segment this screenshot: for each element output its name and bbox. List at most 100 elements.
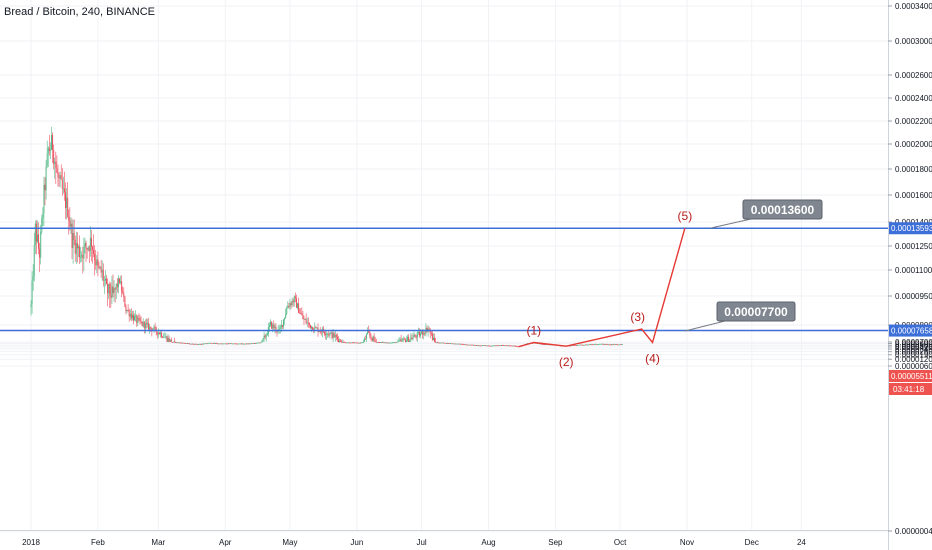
candle-body — [274, 326, 276, 329]
candle-body — [579, 344, 581, 346]
candle-body — [591, 344, 593, 346]
candle-body — [264, 335, 266, 338]
candle-body — [571, 345, 573, 347]
candle-body — [53, 149, 55, 164]
candle-body — [295, 298, 297, 308]
price-tags: 0.00013593 0.00007658 0.00005511 03:41:18 — [889, 222, 932, 395]
candle-body — [107, 283, 109, 294]
candle-body — [84, 242, 86, 247]
candle-body — [500, 345, 502, 346]
countdown-label: 03:41:18 — [893, 385, 925, 394]
candle-body — [513, 345, 515, 347]
candle-body — [229, 343, 231, 345]
candle-body — [245, 343, 247, 345]
candle-body — [539, 343, 541, 345]
candle-body — [584, 344, 586, 346]
candle-body — [605, 344, 607, 345]
candle-body — [124, 296, 126, 307]
candle-body — [300, 313, 302, 314]
candle-body — [620, 344, 622, 345]
candle-body — [339, 340, 341, 343]
candle-body — [602, 343, 604, 345]
candle-body — [199, 344, 201, 345]
candle-body — [469, 344, 471, 346]
candle-body — [327, 333, 329, 335]
candle-body — [104, 278, 106, 281]
callout-label: 0.00013600 — [751, 203, 815, 217]
candle-body — [369, 332, 371, 336]
candle-body — [341, 342, 343, 343]
candle-body — [69, 220, 71, 227]
candle-body — [81, 254, 83, 258]
candle-body — [431, 333, 433, 340]
candle-body — [309, 324, 311, 329]
candle-body — [58, 177, 60, 179]
candle-body — [198, 344, 200, 345]
candle-body — [40, 231, 42, 258]
candle-body — [452, 343, 454, 345]
candle-body — [389, 342, 391, 344]
candle-body — [510, 345, 512, 347]
candle-body — [330, 332, 332, 334]
candle-body — [380, 342, 382, 344]
candle-body — [202, 343, 204, 345]
candle-body — [518, 346, 520, 348]
candle-body — [435, 342, 437, 343]
candle-body — [592, 344, 594, 346]
candle-body — [405, 340, 407, 343]
candle-body — [403, 338, 405, 340]
candle-body — [603, 344, 605, 345]
x-tick-label: Sep — [548, 538, 563, 547]
candle-body — [195, 343, 197, 345]
candle-body — [402, 338, 404, 340]
candle-body — [456, 343, 458, 345]
candle-body — [249, 343, 251, 345]
candle-body — [211, 343, 213, 345]
candle-body — [514, 345, 516, 347]
candle-body — [262, 338, 264, 341]
candle-body — [457, 343, 459, 345]
candle-body — [221, 343, 223, 345]
candle-body — [516, 346, 518, 347]
candle-body — [305, 318, 307, 324]
candle-body — [338, 339, 340, 343]
candle-body — [601, 343, 603, 345]
candle-body — [291, 300, 293, 306]
candle-body — [231, 343, 233, 345]
candle-body — [126, 310, 128, 312]
x-tick-label: Jun — [350, 538, 363, 547]
candle-body — [238, 343, 240, 345]
candle-body — [224, 343, 226, 345]
candle-body — [172, 341, 174, 343]
candle-body — [432, 338, 434, 340]
candle-body — [66, 197, 68, 208]
callout-label: 0.00007700 — [724, 305, 788, 319]
callout-pointer — [710, 218, 752, 229]
elliott-wave: (1) (2) (3) (4) (5) — [518, 209, 692, 369]
candle-body — [280, 324, 282, 328]
candle-body — [188, 343, 190, 345]
candle-body — [180, 342, 182, 344]
candle-body — [270, 321, 272, 326]
candle-body — [285, 314, 287, 319]
candle-body — [598, 343, 600, 345]
candle-body — [307, 322, 309, 324]
candle-body — [466, 344, 468, 346]
candle-body — [74, 240, 76, 254]
candle-body — [465, 344, 467, 346]
candle-body — [67, 197, 69, 217]
candle-body — [169, 339, 171, 343]
candle-body — [302, 314, 304, 320]
x-axis[interactable]: 2018 Feb Mar Apr May Jun Jul Aug Sep Oct Nov Dec 24 — [22, 538, 806, 547]
candle-body — [316, 327, 318, 329]
candle-body — [358, 342, 360, 344]
candle-body — [191, 343, 193, 345]
candle-body — [325, 333, 327, 335]
candle-body — [581, 344, 583, 346]
